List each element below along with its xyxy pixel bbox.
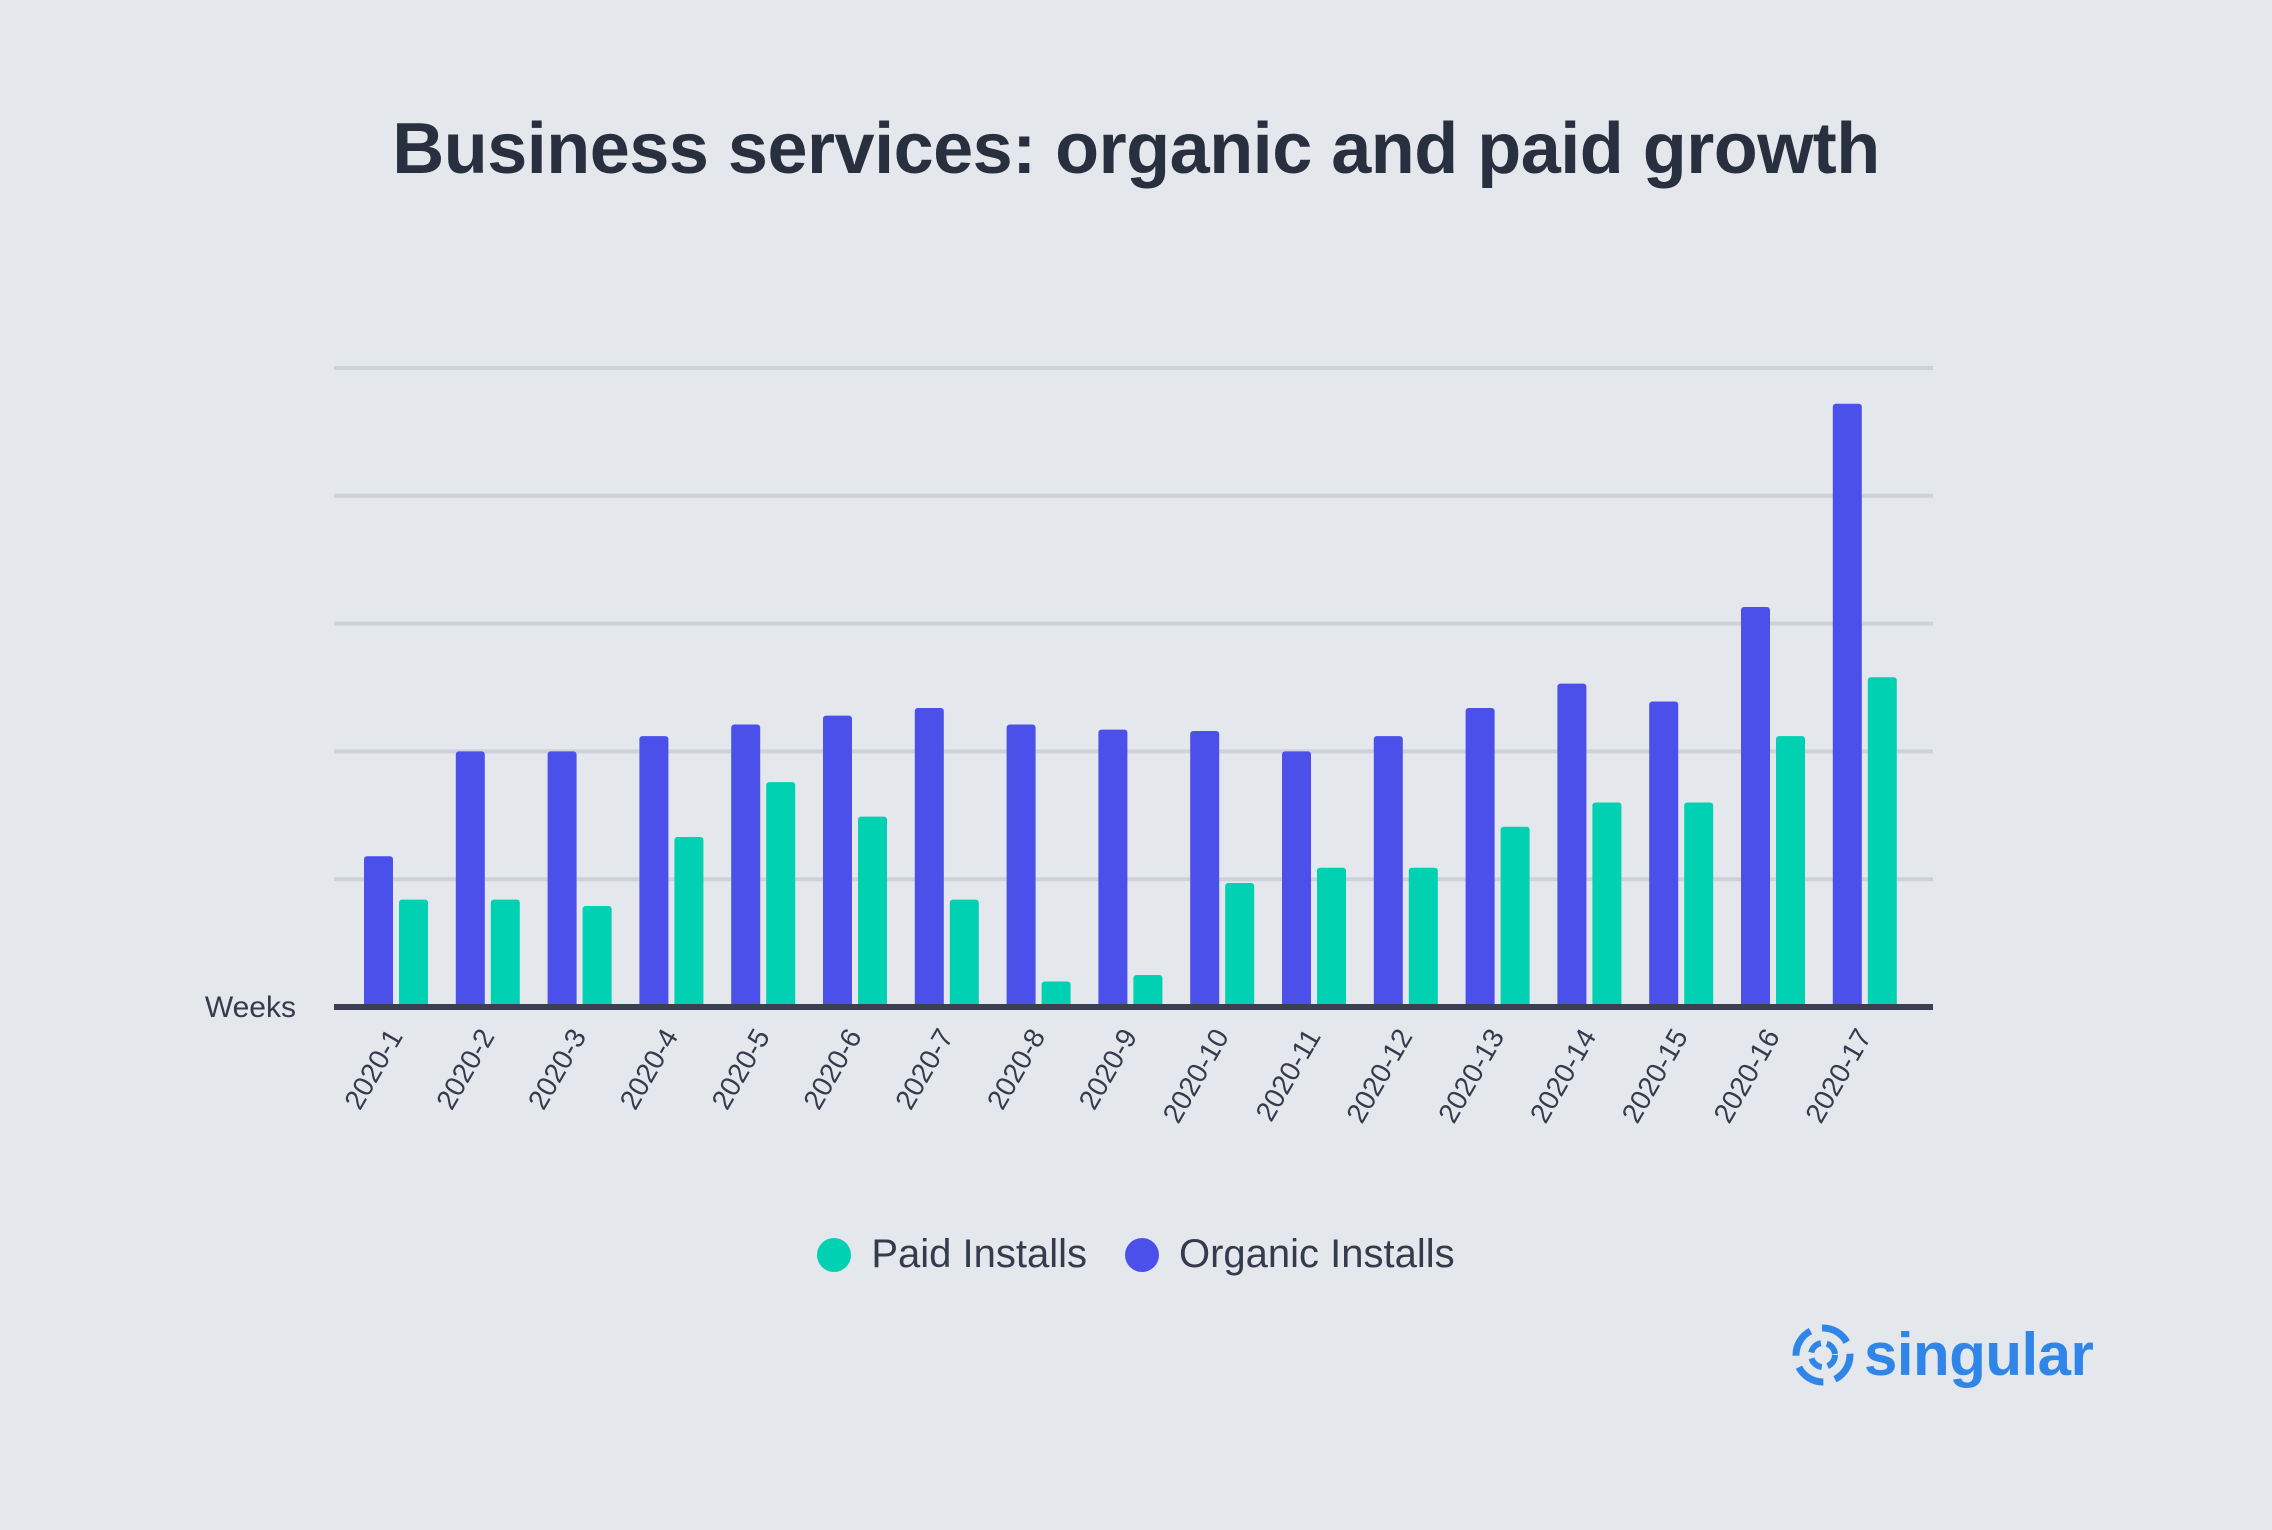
bar-paid-2020-10 [1225, 883, 1255, 1007]
bar-paid-2020-4 [674, 837, 704, 1007]
x-tick-label-2020-16: 2020-16 [1707, 1024, 1785, 1128]
bar-organic-2020-1 [364, 856, 393, 1007]
bar-paid-2020-2 [490, 899, 520, 1007]
bar-organic-2020-15 [1649, 701, 1679, 1007]
legend: Paid Installs Organic Installs [0, 1232, 2272, 1277]
x-tick-label-2020-13: 2020-13 [1432, 1024, 1510, 1128]
x-tick-label-2020-3: 2020-3 [522, 1024, 592, 1115]
bar-paid-2020-15 [1684, 802, 1714, 1007]
x-axis-label: Weeks [205, 991, 296, 1024]
bar-paid-2020-5 [766, 782, 796, 1007]
x-tick-label-2020-12: 2020-12 [1340, 1024, 1418, 1128]
legend-swatch-organic [1125, 1237, 1159, 1272]
x-tick-label-2020-4: 2020-4 [614, 1024, 684, 1115]
bar-organic-2020-9 [1098, 729, 1128, 1007]
bar-paid-2020-11 [1317, 867, 1346, 1007]
x-tick-label-2020-2: 2020-2 [430, 1024, 500, 1115]
x-tick-label-2020-1: 2020-1 [338, 1024, 408, 1115]
x-tick-label-2020-5: 2020-5 [705, 1024, 775, 1115]
x-tick-label-2020-17: 2020-17 [1799, 1024, 1877, 1128]
bar-organic-2020-12 [1373, 736, 1403, 1007]
bar-organic-2020-7 [914, 707, 944, 1007]
x-tick-label-2020-7: 2020-7 [889, 1024, 959, 1115]
bar-organic-2020-3 [547, 751, 577, 1007]
bar-paid-2020-17 [1867, 677, 1897, 1007]
x-tick-labels: 2020-1 2020-2 2020-3 2020-4 2020-5 2020-6 2020… [338, 1024, 1877, 1128]
bar-organic-2020-13 [1465, 707, 1495, 1007]
legend-item-paid[interactable]: Paid Installs [817, 1232, 1087, 1277]
bar-paid-2020-6 [858, 816, 887, 1007]
bar-paid-2020-1 [399, 899, 428, 1007]
bar-paid-2020-13 [1500, 826, 1530, 1007]
bar-organic-2020-11 [1282, 751, 1311, 1007]
bar-organic-2020-16 [1741, 606, 1770, 1007]
x-tick-label-2020-8: 2020-8 [981, 1024, 1051, 1115]
legend-swatch-paid [817, 1237, 852, 1272]
bar-paid-2020-16 [1776, 736, 1805, 1007]
bar-organic-2020-6 [823, 715, 852, 1007]
x-tick-label-2020-10: 2020-10 [1157, 1024, 1235, 1128]
bar-organic-2020-2 [455, 751, 485, 1007]
legend-label-organic: Organic Installs [1179, 1232, 1455, 1276]
legend-item-organic[interactable]: Organic Installs [1125, 1232, 1455, 1277]
bar-paid-2020-9 [1133, 975, 1163, 1007]
singular-logo-icon [1792, 1324, 1854, 1385]
bar-organic-2020-17 [1832, 403, 1862, 1007]
bar-organic-2020-8 [1006, 724, 1036, 1007]
bar-paid-2020-12 [1408, 867, 1438, 1007]
legend-label-paid: Paid Installs [871, 1232, 1087, 1276]
x-tick-label-2020-14: 2020-14 [1524, 1024, 1602, 1128]
bar-paid-2020-8 [1041, 981, 1071, 1007]
bar-organic-2020-14 [1557, 683, 1587, 1007]
bar-paid-2020-7 [949, 899, 979, 1007]
bar-paid-2020-14 [1592, 802, 1622, 1007]
chart-title: Business services: organic and paid grow… [392, 109, 1880, 189]
brand-name: singular [1864, 1321, 2094, 1388]
x-tick-label-2020-6: 2020-6 [797, 1024, 867, 1115]
bar-paid-2020-3 [582, 906, 612, 1007]
bar-organic-2020-10 [1190, 730, 1220, 1007]
x-tick-label-2020-15: 2020-15 [1616, 1024, 1694, 1128]
brand-logo: singular [1792, 1320, 2094, 1389]
bars [364, 403, 1897, 1007]
x-tick-label-2020-11: 2020-11 [1250, 1024, 1327, 1127]
bar-organic-2020-5 [731, 724, 761, 1007]
x-tick-label-2020-9: 2020-9 [1073, 1024, 1143, 1115]
bar-organic-2020-4 [639, 736, 669, 1007]
